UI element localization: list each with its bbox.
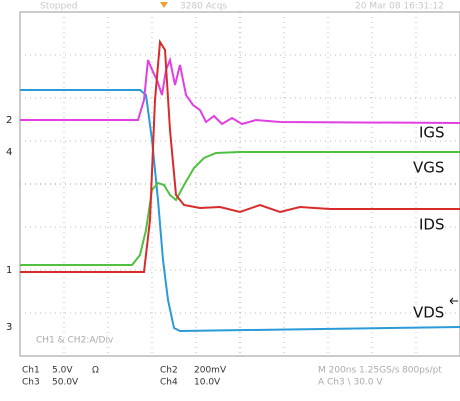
readout: 200mV [194, 366, 227, 376]
trace-label: IDS [419, 216, 445, 234]
readout: A Ch3 \ 30.0 V [318, 378, 383, 388]
trace-label: VGS [413, 159, 444, 177]
trace-label: IGS [419, 124, 445, 142]
channel-marker: 2 [6, 115, 12, 126]
vds-trace [20, 89, 460, 333]
timestamp: 20 Mar 08 16:31:12 [355, 2, 444, 12]
graticule [20, 12, 460, 356]
readout: 50.0V [52, 378, 79, 388]
math-note: CH1 & CH2:A/Div [36, 336, 114, 346]
readout: Ch1 [22, 366, 40, 376]
ids-trace [20, 38, 460, 273]
readout: Ω [92, 366, 99, 376]
readout: Ch4 [160, 378, 178, 388]
readout: M 200ns 1.25GS/s [318, 366, 400, 376]
igs-trace [20, 56, 460, 126]
acquisitions: 3280 Acqs [180, 2, 227, 12]
channel-marker: 4 [6, 147, 12, 158]
readout: 10.0V [194, 378, 221, 388]
readout: 5.0V [52, 366, 73, 376]
readout: Ch2 [160, 366, 178, 376]
arrow [449, 297, 458, 305]
vgs-trace [20, 151, 460, 266]
trace-label: VDS [413, 304, 444, 322]
readout: Ch3 [22, 378, 40, 388]
readout: 800ps/pt [402, 366, 442, 376]
trigger-marker [160, 2, 168, 8]
status: Stopped [40, 2, 77, 12]
channel-marker: 1 [6, 265, 12, 276]
channel-marker: 3 [6, 322, 12, 333]
